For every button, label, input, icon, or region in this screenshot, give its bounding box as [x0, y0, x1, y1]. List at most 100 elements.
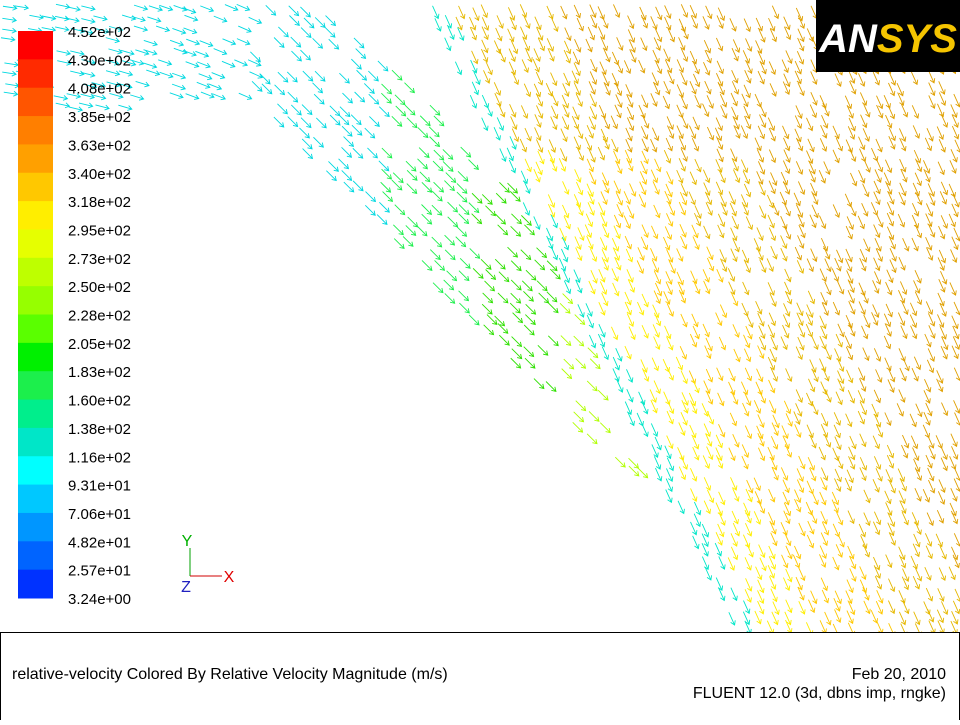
- vector-arrow: [714, 127, 723, 142]
- vector-arrow: [902, 357, 910, 372]
- vector-arrow: [338, 158, 350, 170]
- vector-arrow: [273, 116, 285, 128]
- vector-arrow: [328, 38, 340, 50]
- vector-arrow: [666, 213, 674, 227]
- vector-arrow: [616, 204, 624, 218]
- vector-arrow: [547, 194, 556, 208]
- vector-arrow: [718, 512, 726, 526]
- vector-arrow: [754, 610, 762, 625]
- vector-arrow: [925, 545, 933, 560]
- vector-arrow: [2, 27, 17, 34]
- vector-arrow: [547, 335, 559, 347]
- vector-arrow: [688, 392, 697, 407]
- vector-arrow: [794, 128, 802, 143]
- vector-arrow: [743, 84, 751, 99]
- color-band: [18, 87, 53, 117]
- vector-arrow: [716, 148, 724, 163]
- vector-arrow: [863, 159, 871, 173]
- vector-arrow: [900, 103, 909, 118]
- vector-arrow: [809, 104, 817, 119]
- vector-arrow: [767, 512, 776, 526]
- vector-arrow: [715, 72, 724, 87]
- vector-arrow: [898, 348, 906, 362]
- vector-arrow: [507, 7, 516, 21]
- vector-arrow: [846, 216, 854, 230]
- vector-arrow: [914, 488, 922, 502]
- vector-arrow: [507, 28, 515, 43]
- vector-arrow: [498, 48, 506, 63]
- vector-arrow: [937, 314, 945, 328]
- vector-arrow: [847, 290, 855, 304]
- vector-arrow: [666, 367, 675, 381]
- vector-arrow: [509, 16, 517, 31]
- vector-arrow: [480, 48, 489, 63]
- vector-arrow: [744, 557, 752, 571]
- vector-arrow: [653, 312, 662, 327]
- vector-arrow: [446, 270, 458, 282]
- vector-arrow: [472, 268, 484, 279]
- vector-arrow: [169, 92, 184, 99]
- vector-arrow: [871, 147, 879, 162]
- vector-arrow: [901, 576, 910, 591]
- vector-arrow: [796, 468, 804, 482]
- vector-arrow: [874, 575, 883, 590]
- vector-arrow: [953, 367, 960, 382]
- vector-arrow: [589, 171, 597, 185]
- vector-arrow: [795, 137, 804, 152]
- vector-arrow: [576, 202, 584, 216]
- vector-arrow: [898, 554, 907, 569]
- vector-arrow: [924, 533, 933, 547]
- vector-arrow: [837, 280, 845, 295]
- vector-arrow: [927, 467, 935, 482]
- vector-arrow: [899, 367, 907, 382]
- vector-arrow: [873, 456, 882, 470]
- vector-arrow: [549, 268, 561, 280]
- vector-arrow: [886, 269, 894, 284]
- vector-arrow: [806, 480, 814, 495]
- vector-arrow: [823, 161, 831, 176]
- vector-arrow: [806, 258, 814, 273]
- vector-arrow: [926, 359, 935, 374]
- vector-arrow: [404, 82, 415, 94]
- vector-arrow: [926, 247, 934, 261]
- vector-arrow: [910, 435, 919, 450]
- vector-arrow: [381, 92, 392, 104]
- vector-arrow: [650, 248, 658, 262]
- colorbar-label: 1.38e+02: [68, 421, 131, 438]
- vector-arrow: [663, 236, 671, 251]
- vector-arrow: [952, 600, 960, 615]
- vector-arrow: [885, 281, 893, 296]
- vector-arrow: [914, 567, 923, 582]
- vector-arrow: [626, 369, 634, 383]
- vector-arrow: [536, 280, 548, 292]
- vector-arrow: [755, 566, 763, 581]
- vector-arrow: [692, 325, 700, 340]
- vector-arrow: [886, 226, 895, 241]
- vector-arrow: [369, 116, 380, 127]
- vector-arrow: [545, 83, 554, 97]
- vector-arrow: [807, 457, 815, 471]
- vector-arrow: [393, 224, 404, 236]
- vector-arrow: [845, 413, 853, 428]
- vector-arrow: [819, 358, 827, 373]
- vector-arrow: [612, 356, 621, 371]
- vector-arrow: [525, 48, 533, 63]
- vector-arrow: [628, 465, 640, 477]
- vector-arrow: [525, 303, 537, 315]
- vector-arrow: [588, 411, 600, 422]
- vector-arrow: [888, 368, 896, 383]
- vector-arrow: [928, 313, 936, 327]
- vector-arrow: [576, 125, 584, 140]
- vector-arrow: [575, 247, 583, 262]
- vector-arrow: [495, 192, 507, 204]
- vector-arrow: [703, 182, 711, 197]
- vector-arrow: [480, 4, 488, 19]
- vector-arrow: [667, 70, 675, 85]
- vector-arrow: [796, 302, 804, 317]
- vector-arrow: [654, 436, 662, 451]
- vector-arrow: [692, 446, 700, 461]
- vector-arrow: [820, 292, 828, 306]
- vector-arrow: [912, 447, 920, 462]
- vector-arrow: [655, 60, 663, 75]
- vector-arrow: [613, 150, 621, 165]
